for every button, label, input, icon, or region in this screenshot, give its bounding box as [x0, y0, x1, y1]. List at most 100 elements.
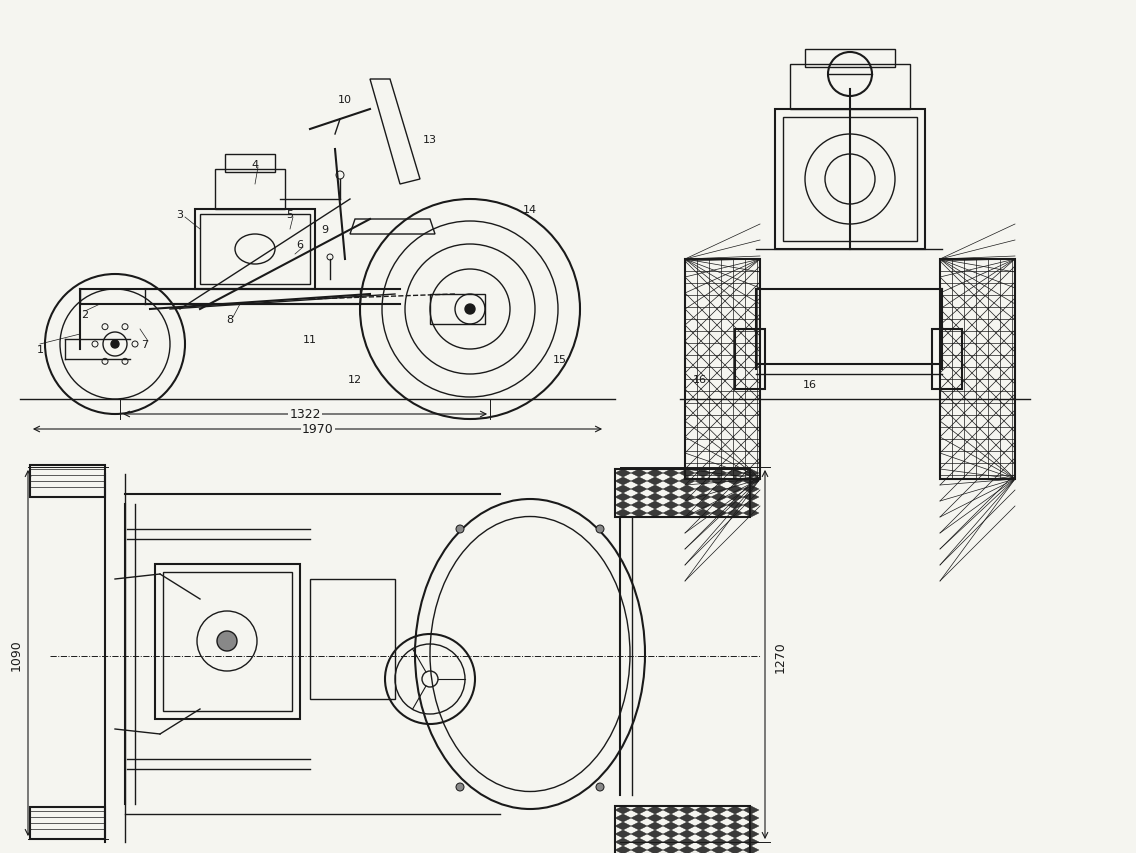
- Polygon shape: [743, 485, 759, 493]
- Polygon shape: [648, 502, 663, 509]
- Polygon shape: [711, 814, 727, 822]
- Bar: [225, 154, 275, 173]
- Polygon shape: [727, 830, 743, 838]
- Polygon shape: [630, 838, 648, 846]
- Polygon shape: [663, 806, 679, 814]
- Text: 13: 13: [423, 135, 437, 145]
- Polygon shape: [679, 469, 695, 478]
- Bar: [805, 50, 895, 68]
- Text: 5: 5: [286, 210, 293, 220]
- Polygon shape: [711, 830, 727, 838]
- Polygon shape: [679, 830, 695, 838]
- Polygon shape: [711, 509, 727, 518]
- Polygon shape: [630, 478, 648, 485]
- Polygon shape: [727, 493, 743, 502]
- Polygon shape: [630, 830, 648, 838]
- Polygon shape: [615, 822, 630, 830]
- Polygon shape: [679, 502, 695, 509]
- Polygon shape: [695, 838, 711, 846]
- Polygon shape: [648, 478, 663, 485]
- Polygon shape: [615, 469, 630, 478]
- Bar: [939, 259, 1014, 479]
- Polygon shape: [711, 846, 727, 853]
- Polygon shape: [695, 493, 711, 502]
- Circle shape: [217, 631, 237, 651]
- Bar: [195, 210, 315, 290]
- Polygon shape: [663, 502, 679, 509]
- Polygon shape: [743, 469, 759, 478]
- Polygon shape: [743, 846, 759, 853]
- Bar: [431, 294, 485, 325]
- Polygon shape: [679, 509, 695, 518]
- Polygon shape: [711, 838, 727, 846]
- Text: 14: 14: [523, 205, 537, 215]
- Text: 15: 15: [553, 355, 567, 364]
- Polygon shape: [648, 509, 663, 518]
- Polygon shape: [727, 822, 743, 830]
- Polygon shape: [615, 806, 630, 814]
- Polygon shape: [648, 830, 663, 838]
- Polygon shape: [663, 838, 679, 846]
- Bar: [685, 259, 760, 479]
- Polygon shape: [695, 846, 711, 853]
- Text: 1090: 1090: [9, 638, 23, 670]
- Polygon shape: [615, 814, 630, 822]
- Bar: [154, 565, 300, 719]
- Text: 9: 9: [321, 224, 328, 235]
- Bar: [162, 572, 292, 711]
- Bar: [735, 329, 765, 390]
- Bar: [775, 110, 925, 250]
- Polygon shape: [711, 493, 727, 502]
- Polygon shape: [711, 822, 727, 830]
- Polygon shape: [648, 814, 663, 822]
- Polygon shape: [679, 814, 695, 822]
- Polygon shape: [695, 509, 711, 518]
- Text: 8: 8: [226, 315, 234, 325]
- Circle shape: [111, 340, 119, 349]
- Bar: [790, 65, 910, 110]
- Polygon shape: [630, 806, 648, 814]
- Polygon shape: [663, 846, 679, 853]
- Bar: [215, 170, 285, 210]
- Circle shape: [456, 783, 463, 791]
- Text: 11: 11: [303, 334, 317, 345]
- Polygon shape: [663, 469, 679, 478]
- Polygon shape: [630, 493, 648, 502]
- Polygon shape: [727, 806, 743, 814]
- Bar: [30, 466, 105, 497]
- Polygon shape: [648, 469, 663, 478]
- Polygon shape: [679, 806, 695, 814]
- Polygon shape: [630, 509, 648, 518]
- Polygon shape: [663, 830, 679, 838]
- Text: 1270: 1270: [774, 641, 786, 672]
- Text: 4: 4: [251, 160, 259, 170]
- Polygon shape: [630, 846, 648, 853]
- Polygon shape: [648, 822, 663, 830]
- Polygon shape: [663, 814, 679, 822]
- Bar: [932, 329, 962, 390]
- Polygon shape: [743, 814, 759, 822]
- Polygon shape: [695, 830, 711, 838]
- Circle shape: [596, 783, 604, 791]
- Text: 2: 2: [82, 310, 89, 320]
- Polygon shape: [663, 509, 679, 518]
- Polygon shape: [711, 478, 727, 485]
- Polygon shape: [663, 493, 679, 502]
- Polygon shape: [743, 478, 759, 485]
- Polygon shape: [695, 814, 711, 822]
- Polygon shape: [679, 485, 695, 493]
- Text: 12: 12: [348, 374, 362, 385]
- Polygon shape: [743, 838, 759, 846]
- Circle shape: [456, 525, 463, 533]
- Polygon shape: [679, 822, 695, 830]
- Polygon shape: [630, 822, 648, 830]
- Polygon shape: [663, 478, 679, 485]
- Polygon shape: [615, 830, 630, 838]
- Text: 1970: 1970: [302, 423, 334, 436]
- Text: 16: 16: [693, 374, 707, 385]
- Polygon shape: [679, 838, 695, 846]
- Polygon shape: [727, 814, 743, 822]
- Polygon shape: [615, 502, 630, 509]
- Polygon shape: [695, 485, 711, 493]
- Polygon shape: [727, 838, 743, 846]
